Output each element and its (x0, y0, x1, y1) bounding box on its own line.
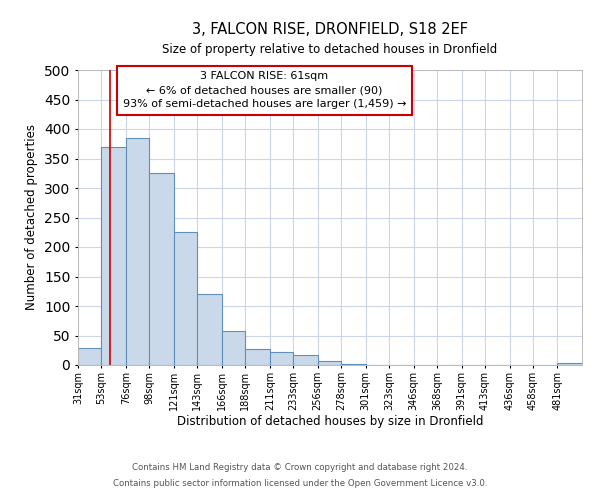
Text: Contains HM Land Registry data © Crown copyright and database right 2024.: Contains HM Land Registry data © Crown c… (132, 464, 468, 472)
Bar (557, 363, 582, 365)
Y-axis label: Number of detached properties: Number of detached properties (25, 124, 38, 310)
Text: 3, FALCON RISE, DRONFIELD, S18 2EF: 3, FALCON RISE, DRONFIELD, S18 2EF (192, 22, 468, 38)
Bar (293, 355, 318, 365)
Bar (149, 174, 174, 365)
Bar (78, 348, 101, 365)
Bar (270, 352, 293, 365)
Bar (197, 294, 222, 365)
Text: Contains public sector information licensed under the Open Government Licence v3: Contains public sector information licen… (113, 478, 487, 488)
Text: 3 FALCON RISE: 61sqm
← 6% of detached houses are smaller (90)
93% of semi-detach: 3 FALCON RISE: 61sqm ← 6% of detached ho… (123, 72, 406, 110)
Bar (245, 349, 270, 365)
Text: Size of property relative to detached houses in Dronfield: Size of property relative to detached ho… (163, 42, 497, 56)
Bar (101, 146, 126, 365)
Bar (318, 361, 341, 365)
Bar (126, 138, 149, 365)
Bar (222, 331, 245, 365)
Bar (341, 364, 365, 365)
Bar (174, 232, 197, 365)
X-axis label: Distribution of detached houses by size in Dronfield: Distribution of detached houses by size … (177, 416, 483, 428)
